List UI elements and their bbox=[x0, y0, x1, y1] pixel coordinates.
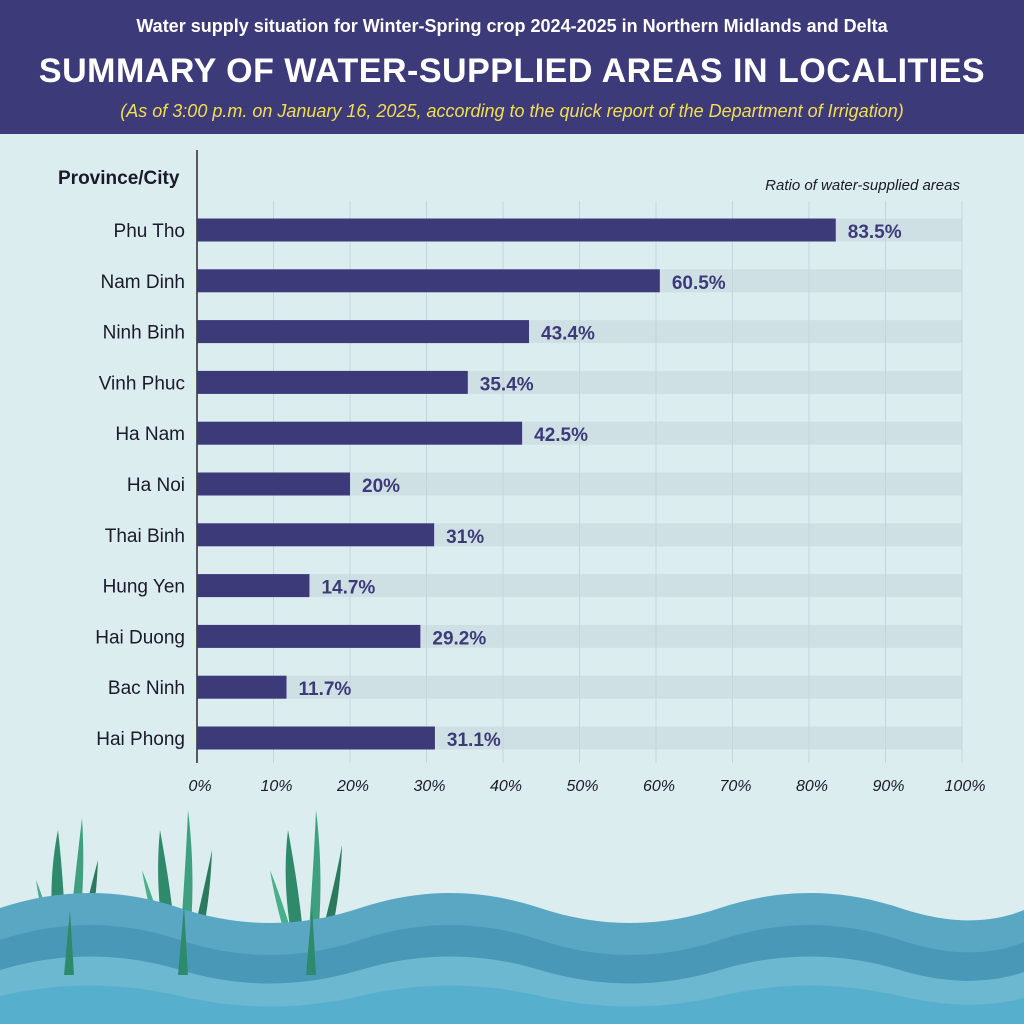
page-title: SUMMARY OF WATER-SUPPLIED AREAS IN LOCAL… bbox=[38, 52, 986, 90]
value-label: 31.1% bbox=[447, 730, 501, 751]
x-tick-label: 90% bbox=[872, 778, 904, 795]
bar bbox=[197, 218, 836, 242]
bar bbox=[197, 320, 530, 344]
x-tick-label: 10% bbox=[260, 778, 292, 795]
x-tick-label: 40% bbox=[490, 778, 522, 795]
category-label: Phu Tho bbox=[114, 221, 185, 242]
category-label: Hai Phong bbox=[96, 729, 185, 750]
value-label: 11.7% bbox=[299, 679, 352, 700]
bar bbox=[197, 472, 350, 496]
x-axis-title: Ratio of water-supplied areas bbox=[765, 177, 960, 194]
x-tick-label: 60% bbox=[643, 778, 675, 795]
category-label: Thai Binh bbox=[105, 526, 185, 547]
category-label: Hai Duong bbox=[95, 627, 185, 648]
bar bbox=[197, 574, 310, 598]
bar bbox=[197, 269, 660, 293]
x-tick-label: 80% bbox=[796, 778, 828, 795]
value-label: 42.5% bbox=[534, 425, 588, 446]
bar bbox=[197, 370, 468, 394]
value-label: 35.4% bbox=[480, 374, 534, 395]
header-banner: Water supply situation for Winter-Spring… bbox=[0, 0, 1024, 134]
bar-chart: Phu Tho 83.5% Nam Dinh 60.5% Ninh Binh 43.4% V… bbox=[95, 150, 986, 795]
value-label: 60.5% bbox=[672, 273, 726, 294]
category-label: Bac Ninh bbox=[108, 678, 185, 699]
bar bbox=[197, 624, 421, 648]
y-axis-title: Province/City bbox=[58, 168, 180, 189]
value-label: 14.7% bbox=[321, 578, 375, 599]
value-label: 43.4% bbox=[541, 324, 595, 345]
x-tick-label: 50% bbox=[566, 778, 598, 795]
water-reeds-illustration bbox=[0, 810, 1024, 1024]
source-note: (As of 3:00 p.m. on January 16, 2025, ac… bbox=[120, 101, 904, 121]
bar bbox=[197, 421, 523, 445]
x-tick-label: 70% bbox=[719, 778, 751, 795]
bar bbox=[197, 523, 435, 547]
value-label: 29.2% bbox=[432, 628, 486, 649]
super-title: Water supply situation for Winter-Spring… bbox=[136, 16, 888, 36]
bar bbox=[197, 675, 287, 699]
x-tick-label: 100% bbox=[945, 778, 986, 795]
category-label: Ha Noi bbox=[127, 475, 185, 496]
category-label: Hung Yen bbox=[103, 577, 185, 598]
category-label: Nam Dinh bbox=[101, 272, 185, 293]
category-label: Vinh Phuc bbox=[99, 373, 185, 394]
category-label: Ninh Binh bbox=[103, 323, 185, 344]
category-label: Ha Nam bbox=[115, 424, 185, 445]
x-tick-label: 0% bbox=[188, 778, 211, 795]
value-label: 31% bbox=[446, 527, 484, 548]
value-label: 83.5% bbox=[848, 222, 902, 243]
x-tick-label: 30% bbox=[413, 778, 445, 795]
x-tick-label: 20% bbox=[336, 778, 369, 795]
bar bbox=[197, 726, 435, 750]
value-label: 20% bbox=[362, 476, 400, 497]
